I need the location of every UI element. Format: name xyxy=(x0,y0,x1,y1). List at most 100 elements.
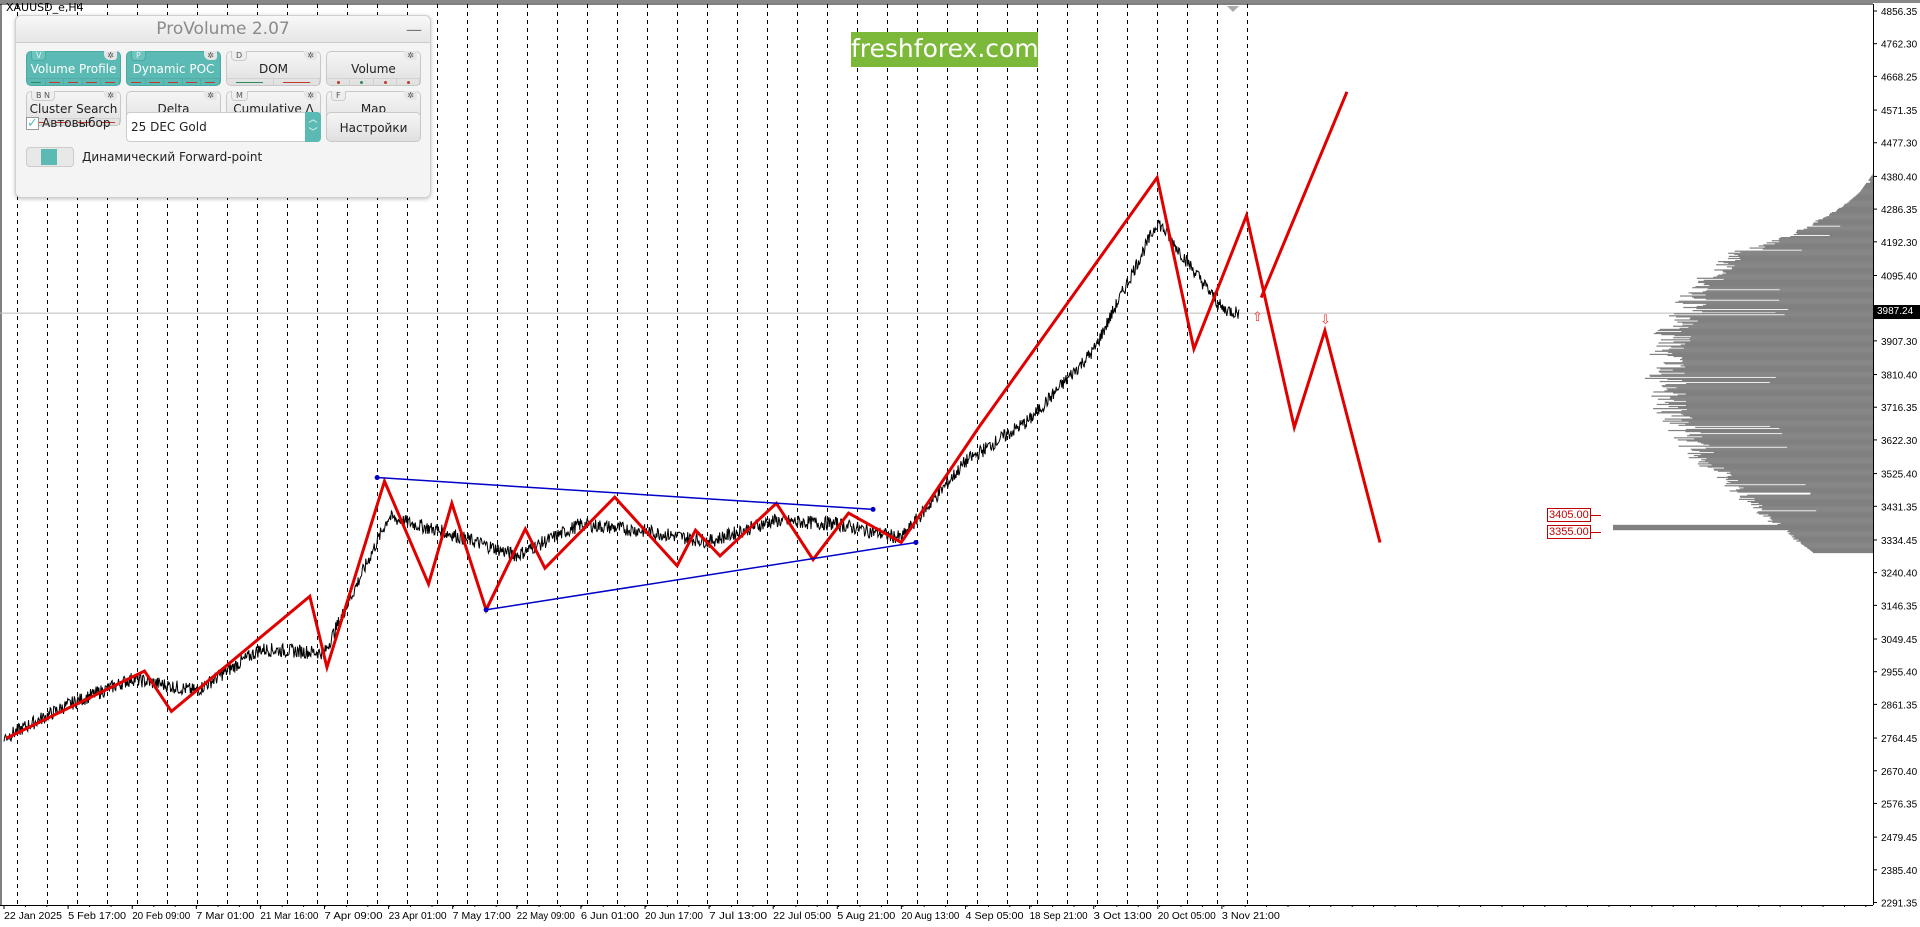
gear-icon[interactable]: ✲ xyxy=(204,51,217,60)
button-volume-profile[interactable]: V ✲ Volume Profile xyxy=(26,51,121,86)
symbol-label[interactable]: XAUUSD_e,H4 xyxy=(6,1,84,14)
mode-indicator[interactable] xyxy=(97,119,120,125)
volume-profile-bar xyxy=(1779,289,1873,291)
mode-indicator[interactable] xyxy=(350,79,374,85)
minimize-button[interactable]: — xyxy=(406,20,422,39)
mode-indicator[interactable] xyxy=(83,79,102,85)
gear-icon[interactable]: ✲ xyxy=(104,91,117,100)
triangle-trendline[interactable] xyxy=(377,476,874,511)
volume-profile-bar xyxy=(1677,439,1873,441)
mode-indicator[interactable] xyxy=(201,79,220,85)
gear-icon[interactable]: ✲ xyxy=(304,91,317,100)
volume-profile-bar xyxy=(1737,254,1873,256)
volume-profile-bar xyxy=(1722,273,1873,275)
volume-profile-bar xyxy=(1735,259,1873,262)
volume-profile-bar xyxy=(1806,226,1873,228)
volume-profile-bar xyxy=(1697,463,1873,465)
volume-profile-bar xyxy=(1798,539,1873,541)
volume-profile-bar xyxy=(1661,411,1873,413)
mode-indicator[interactable] xyxy=(327,79,351,85)
level-label-lower[interactable]: 3355.00 xyxy=(1547,525,1601,539)
volume-profile-bar xyxy=(1690,340,1873,342)
triangle-trendline[interactable] xyxy=(486,541,917,611)
mode-indicators[interactable] xyxy=(227,78,320,85)
price-tick-label: 4477.30 xyxy=(1881,139,1918,150)
mode-indicator[interactable] xyxy=(27,79,46,85)
level-label-upper[interactable]: 3405.00 xyxy=(1547,508,1601,522)
volume-profile-bar xyxy=(1750,501,1873,504)
gear-icon[interactable]: ✲ xyxy=(404,91,417,100)
instrument-select[interactable]: 25 DEC Gold ︿ ﹀ xyxy=(126,112,321,142)
spinner-icon[interactable]: ︿ ﹀ xyxy=(305,112,321,142)
forecast-up-line[interactable] xyxy=(1259,91,1349,299)
gear-icon[interactable]: ✲ xyxy=(104,51,117,60)
zigzag-forecast-line[interactable] xyxy=(5,173,1382,740)
volume-profile-bar xyxy=(1672,352,1873,354)
volume-profile-bar xyxy=(1743,487,1873,489)
mode-indicator[interactable] xyxy=(101,79,120,85)
mode-indicators[interactable] xyxy=(27,78,120,85)
mode-indicator[interactable] xyxy=(183,79,202,85)
mode-indicator[interactable] xyxy=(227,79,274,85)
volume-profile-bar xyxy=(1823,217,1873,219)
gear-icon[interactable]: ✲ xyxy=(404,51,417,60)
mode-indicator[interactable] xyxy=(274,79,320,85)
gear-icon[interactable]: ✲ xyxy=(304,51,317,60)
mode-indicator[interactable] xyxy=(127,79,146,85)
forward-point-toggle[interactable] xyxy=(26,147,74,167)
volume-profile-bar xyxy=(1756,512,1873,514)
volume-profile-bar xyxy=(1761,509,1873,511)
volume-profile-bar xyxy=(1714,269,1873,271)
price-tick-label: 4668.25 xyxy=(1881,72,1918,83)
mode-indicator[interactable] xyxy=(74,119,97,125)
price-tick-label: 2385.40 xyxy=(1881,866,1918,877)
mode-indicators[interactable] xyxy=(327,78,420,85)
button-dom[interactable]: D ✲ DOM xyxy=(226,51,321,86)
volume-profile-bar xyxy=(1680,295,1873,297)
volume-profile-bar xyxy=(1803,544,1873,546)
mode-indicator[interactable] xyxy=(46,79,65,85)
volume-profile-bar xyxy=(1673,355,1873,358)
button-dynamic-poc[interactable]: P ✲ Dynamic POC xyxy=(126,51,221,86)
gear-icon[interactable]: ✲ xyxy=(204,91,217,100)
price-tick-label: 3907.30 xyxy=(1881,337,1918,348)
button-cluster-search[interactable]: B N ✲ Cluster Search xyxy=(26,91,121,126)
button-volume[interactable]: ✲ Volume xyxy=(326,51,421,86)
panel-title-bar[interactable]: ProVolume 2.07 — xyxy=(16,16,430,43)
volume-profile-bar xyxy=(1613,525,1873,528)
trendline-anchor[interactable] xyxy=(483,607,489,613)
trendline-anchor[interactable] xyxy=(913,539,919,545)
volume-profile-bar xyxy=(1664,401,1873,403)
volume-profile-bar xyxy=(1682,324,1873,326)
volume-profile-bar xyxy=(1838,207,1873,210)
price-tick-label: 4192.30 xyxy=(1881,238,1918,249)
time-tick-label: 20 Jun 17:00 xyxy=(645,911,703,922)
volume-profile-bar xyxy=(1870,176,1873,178)
volume-profile-bar xyxy=(1700,442,1873,444)
mode-indicator[interactable] xyxy=(164,79,183,85)
mode-indicators[interactable] xyxy=(127,78,220,85)
trendline-anchor[interactable] xyxy=(870,506,876,512)
autoselect-checkbox[interactable]: ✓ Автовыбор xyxy=(26,116,111,130)
volume-profile-bar xyxy=(1739,488,1873,490)
mode-indicator[interactable] xyxy=(397,79,420,85)
volume-profile-bar xyxy=(1677,394,1873,396)
settings-button[interactable]: Настройки xyxy=(326,112,421,142)
trendline-anchor[interactable] xyxy=(374,475,380,481)
volume-profile-bar xyxy=(1860,191,1873,193)
volume-profile-bar xyxy=(1658,342,1873,344)
volume-profile-bar xyxy=(1747,500,1873,503)
mode-indicator[interactable] xyxy=(146,79,165,85)
mode-indicator[interactable] xyxy=(374,79,397,85)
mode-indicator[interactable] xyxy=(64,79,83,85)
volume-profile-bar xyxy=(1793,535,1873,537)
mode-indicator[interactable] xyxy=(50,119,74,125)
volume-profile-bar xyxy=(1713,468,1873,470)
price-tick-label: 3146.35 xyxy=(1881,601,1918,612)
time-tick-label: 5 Aug 21:00 xyxy=(837,911,895,922)
volume-profile-bar xyxy=(1809,548,1873,551)
volume-profile-bar xyxy=(1729,490,1873,492)
volume-profile-bar xyxy=(1667,378,1873,381)
volume-profile-bar xyxy=(1668,429,1873,432)
